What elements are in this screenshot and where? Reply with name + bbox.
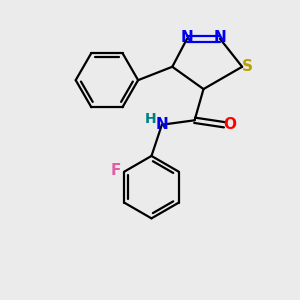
Text: H: H [145, 112, 156, 126]
Text: N: N [181, 30, 194, 45]
Text: N: N [214, 30, 226, 45]
Text: F: F [111, 163, 121, 178]
Text: N: N [155, 117, 168, 132]
Text: O: O [224, 117, 237, 132]
Text: S: S [242, 59, 253, 74]
